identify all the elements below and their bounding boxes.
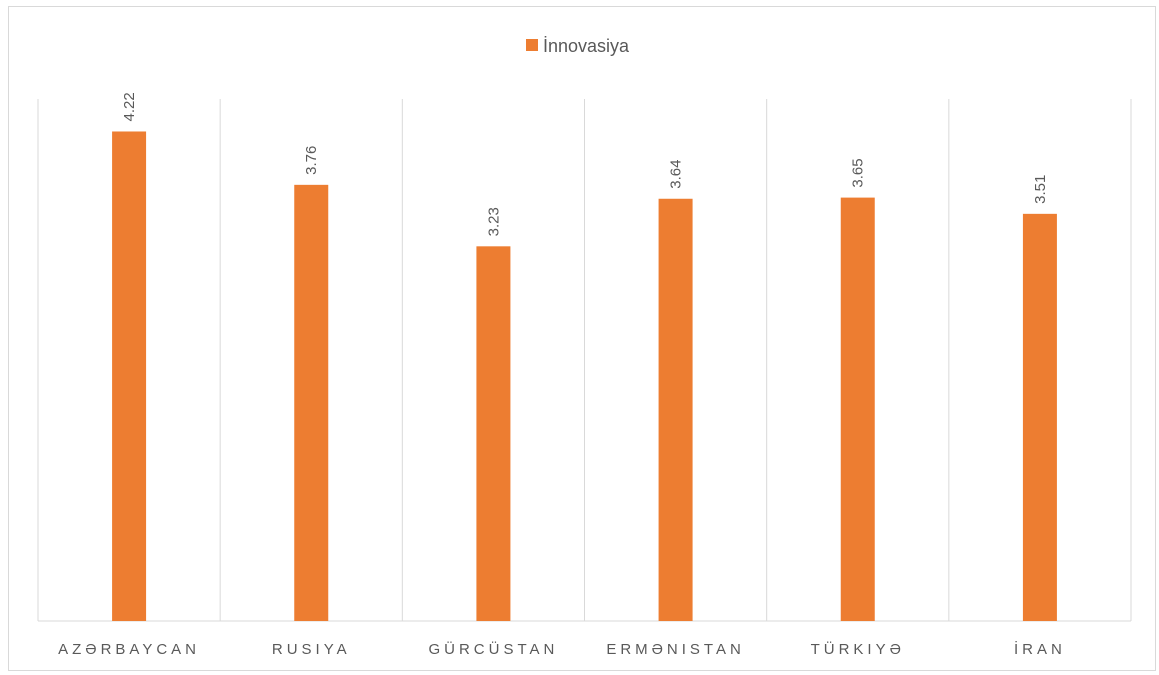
category-label-0: AZƏRBAYCAN — [58, 641, 200, 658]
bar-0 — [112, 131, 147, 621]
legend-label: İnnovasiya — [543, 36, 630, 56]
category-label-4: TÜRKIYƏ — [811, 640, 905, 658]
bar-5 — [1022, 213, 1057, 621]
data-label-5: 3.51 — [1032, 175, 1049, 204]
grid-lines — [37, 99, 1132, 622]
bar-4 — [840, 197, 875, 621]
category-label-3: ERMƏNISTAN — [606, 641, 745, 658]
bar-3 — [658, 198, 693, 621]
legend-swatch — [526, 39, 538, 51]
data-label-1: 3.76 — [303, 146, 320, 175]
bar-2 — [476, 246, 511, 621]
legend: İnnovasiya — [526, 36, 630, 56]
category-axis-labels: AZƏRBAYCAN RUSIYA GÜRCÜSTAN ERMƏNISTAN TÜRKI… — [58, 640, 1066, 658]
data-label-2: 3.23 — [485, 207, 502, 236]
category-label-1: RUSIYA — [272, 641, 351, 658]
data-labels: 4.22 3.76 3.23 3.64 3.65 3.51 — [121, 92, 1049, 236]
bar-1 — [294, 184, 329, 621]
chart-area: 4.22 3.76 3.23 3.64 3.65 3.51 AZƏRBAYCAN RUSIY… — [8, 6, 1156, 671]
bars — [112, 131, 1057, 621]
data-label-3: 3.64 — [668, 160, 685, 189]
category-label-2: GÜRCÜSTAN — [428, 640, 558, 658]
bar-chart: 4.22 3.76 3.23 3.64 3.65 3.51 AZƏRBAYCAN RUSIY… — [37, 36, 1132, 658]
category-label-5: İRAN — [1014, 640, 1066, 658]
data-label-0: 4.22 — [121, 92, 138, 121]
data-label-4: 3.65 — [850, 158, 867, 187]
